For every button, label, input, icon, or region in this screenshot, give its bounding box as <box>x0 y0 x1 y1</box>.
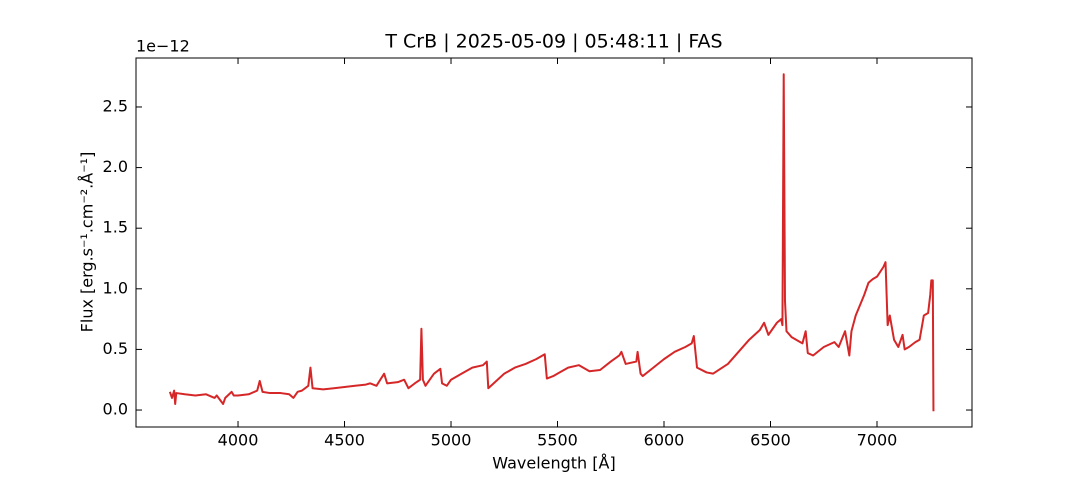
y-offset-label: 1e−12 <box>136 37 190 56</box>
x-tick-label: 6500 <box>750 431 791 450</box>
spectrum-line <box>168 73 935 412</box>
y-tick-label: 2.5 <box>103 96 128 115</box>
y-tick-label: 2.0 <box>103 157 128 176</box>
y-tick-label: 0.0 <box>103 400 128 419</box>
y-axis-label: Flux [erg.s⁻¹.cm⁻².Å⁻¹] <box>78 152 97 333</box>
chart-title: T CrB | 2025-05-09 | 05:48:11 | FAS <box>384 31 722 53</box>
y-tick-label: 0.5 <box>103 339 128 358</box>
plot-frame <box>135 57 973 428</box>
y-tick-label: 1.5 <box>103 218 128 237</box>
x-tick-label: 4000 <box>218 431 259 450</box>
x-tick-label: 4500 <box>324 431 365 450</box>
x-axis-label: Wavelength [Å] <box>492 454 615 473</box>
x-tick-label: 5000 <box>431 431 472 450</box>
x-tick-label: 5500 <box>537 431 578 450</box>
x-tick-label: 7000 <box>857 431 898 450</box>
x-tick-label: 6000 <box>644 431 685 450</box>
y-tick-label: 1.0 <box>103 278 128 297</box>
